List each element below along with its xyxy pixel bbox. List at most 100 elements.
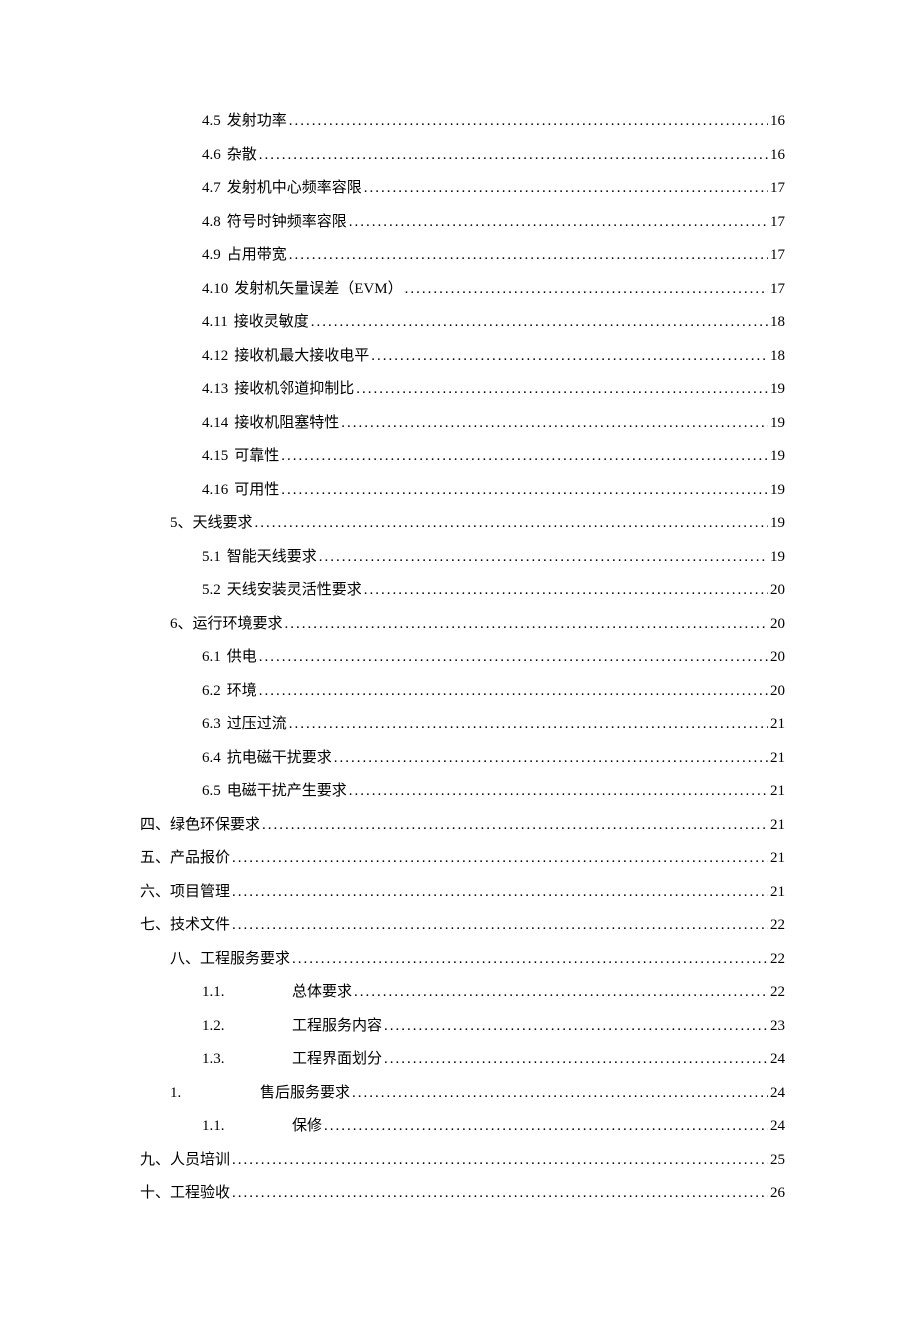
toc-entry-number: 6.3: [202, 716, 221, 732]
toc-leader-dots: [371, 345, 768, 368]
toc-entry-label: 4.16可用性: [202, 479, 279, 502]
toc-entry-page: 17: [770, 211, 785, 234]
toc-entry-page: 21: [770, 814, 785, 837]
toc-entry-label: 4.15可靠性: [202, 445, 279, 468]
toc-leader-dots: [349, 211, 768, 234]
toc-entry-label: 6.1供电: [202, 646, 257, 669]
toc-entry-label: 4.5发射功率: [202, 110, 287, 133]
toc-entry: 4.11接收灵敏度 18: [202, 311, 785, 334]
toc-entry-label: 1.3.工程界面划分: [202, 1048, 382, 1071]
toc-leader-dots: [262, 814, 768, 837]
toc-entry-page: 25: [770, 1149, 785, 1172]
toc-entry-page: 24: [770, 1082, 785, 1105]
toc-entry: 6.3过压过流 21: [202, 713, 785, 736]
toc-entry-number: 5、: [170, 515, 193, 531]
toc-entry: 6.2环境 20: [202, 680, 785, 703]
toc-entry-number: 八、: [170, 951, 200, 967]
toc-entry-page: 21: [770, 847, 785, 870]
toc-entry-page: 26: [770, 1182, 785, 1205]
toc-entry-page: 22: [770, 981, 785, 1004]
table-of-contents: 4.5发射功率 164.6杂散 164.7发射机中心频率容限 174.8符号时钟…: [140, 110, 785, 1205]
toc-entry-title: 工程界面划分: [292, 1051, 382, 1067]
toc-entry-label: 四、绿色环保要求: [140, 814, 260, 837]
toc-entry: 4.10发射机矢量误差（EVM） 17: [202, 278, 785, 301]
toc-entry-title: 可靠性: [234, 448, 279, 464]
toc-entry-label: 6.2环境: [202, 680, 257, 703]
toc-entry-number: 6.1: [202, 649, 221, 665]
toc-entry-title: 工程服务要求: [200, 951, 290, 967]
toc-entry: 4.5发射功率 16: [202, 110, 785, 133]
toc-entry-page: 20: [770, 613, 785, 636]
toc-entry-number: 九、: [140, 1152, 170, 1168]
toc-entry-number: 5.1: [202, 549, 221, 565]
toc-entry: 4.12接收机最大接收电平 18: [202, 345, 785, 368]
toc-entry-number: 6.5: [202, 783, 221, 799]
toc-entry-title: 总体要求: [292, 984, 352, 1000]
toc-entry: 1.3.工程界面划分24: [202, 1048, 785, 1071]
toc-entry-label: 1.售后服务要求: [170, 1082, 350, 1105]
toc-entry: 1.1.保修24: [202, 1115, 785, 1138]
toc-entry-label: 八、工程服务要求: [170, 948, 290, 971]
toc-entry-title: 技术文件: [170, 917, 230, 933]
toc-entry-label: 五、产品报价: [140, 847, 230, 870]
toc-entry-number: 1.1.: [202, 1115, 292, 1138]
toc-entry-title: 售后服务要求: [260, 1085, 350, 1101]
toc-entry-number: 4.16: [202, 482, 228, 498]
toc-entry: 4.8符号时钟频率容限 17: [202, 211, 785, 234]
toc-entry-label: 6.3过压过流: [202, 713, 287, 736]
toc-entry-page: 19: [770, 412, 785, 435]
toc-entry-page: 20: [770, 579, 785, 602]
toc-entry-label: 1.1.保修: [202, 1115, 322, 1138]
toc-entry-number: 4.9: [202, 247, 221, 263]
toc-entry-number: 六、: [140, 884, 170, 900]
toc-leader-dots: [364, 177, 768, 200]
toc-entry-title: 占用带宽: [227, 247, 287, 263]
toc-leader-dots: [349, 780, 768, 803]
toc-leader-dots: [292, 948, 768, 971]
toc-entry-title: 产品报价: [170, 850, 230, 866]
toc-entry: 4.14 接收机阻塞特性 19: [202, 412, 785, 435]
toc-entry-label: 六、项目管理: [140, 881, 230, 904]
toc-entry: 5.2 天线安装灵活性要求 20: [202, 579, 785, 602]
toc-entry-label: 九、人员培训: [140, 1149, 230, 1172]
toc-leader-dots: [405, 278, 768, 301]
toc-entry-page: 19: [770, 378, 785, 401]
toc-entry: 十、工程验收26: [140, 1182, 785, 1205]
toc-leader-dots: [289, 244, 768, 267]
toc-entry-number: 4.13: [202, 381, 228, 397]
toc-leader-dots: [341, 412, 768, 435]
toc-entry-label: 5、天线要求: [170, 512, 253, 535]
toc-entry-title: 电磁干扰产生要求: [227, 783, 347, 799]
toc-entry-number: 4.6: [202, 147, 221, 163]
toc-entry-number: 四、: [140, 817, 170, 833]
toc-leader-dots: [289, 110, 768, 133]
toc-entry: 5.1智能天线要求 19: [202, 546, 785, 569]
toc-entry-number: 五、: [140, 850, 170, 866]
toc-entry-title: 人员培训: [170, 1152, 230, 1168]
toc-entry-number: 七、: [140, 917, 170, 933]
toc-entry-title: 接收灵敏度: [234, 314, 309, 330]
toc-entry-label: 4.8符号时钟频率容限: [202, 211, 347, 234]
toc-entry-number: 4.14: [202, 415, 228, 431]
toc-entry-number: 5.2: [202, 582, 221, 598]
toc-entry-page: 21: [770, 713, 785, 736]
toc-entry-title: 接收机最大接收电平: [234, 348, 369, 364]
toc-entry-label: 4.13 接收机邻道抑制比: [202, 378, 354, 401]
toc-entry-title: 发射机矢量误差（EVM）: [234, 281, 402, 297]
toc-entry-page: 23: [770, 1015, 785, 1038]
toc-entry-title: 发射功率: [227, 113, 287, 129]
toc-entry-page: 21: [770, 780, 785, 803]
toc-entry-page: 22: [770, 914, 785, 937]
toc-entry-page: 18: [770, 311, 785, 334]
toc-entry-label: 5.1智能天线要求: [202, 546, 317, 569]
toc-entry-title: 接收机邻道抑制比: [234, 381, 354, 397]
toc-entry: 七、技术文件 22: [140, 914, 785, 937]
toc-leader-dots: [364, 579, 768, 602]
toc-entry-label: 4.6杂散: [202, 144, 257, 167]
toc-entry-title: 接收机阻塞特性: [234, 415, 339, 431]
toc-entry-page: 17: [770, 177, 785, 200]
toc-entry-number: 1.2.: [202, 1015, 292, 1038]
toc-entry-label: 七、技术文件: [140, 914, 230, 937]
toc-entry-page: 16: [770, 144, 785, 167]
toc-entry-title: 天线安装灵活性要求: [227, 582, 362, 598]
